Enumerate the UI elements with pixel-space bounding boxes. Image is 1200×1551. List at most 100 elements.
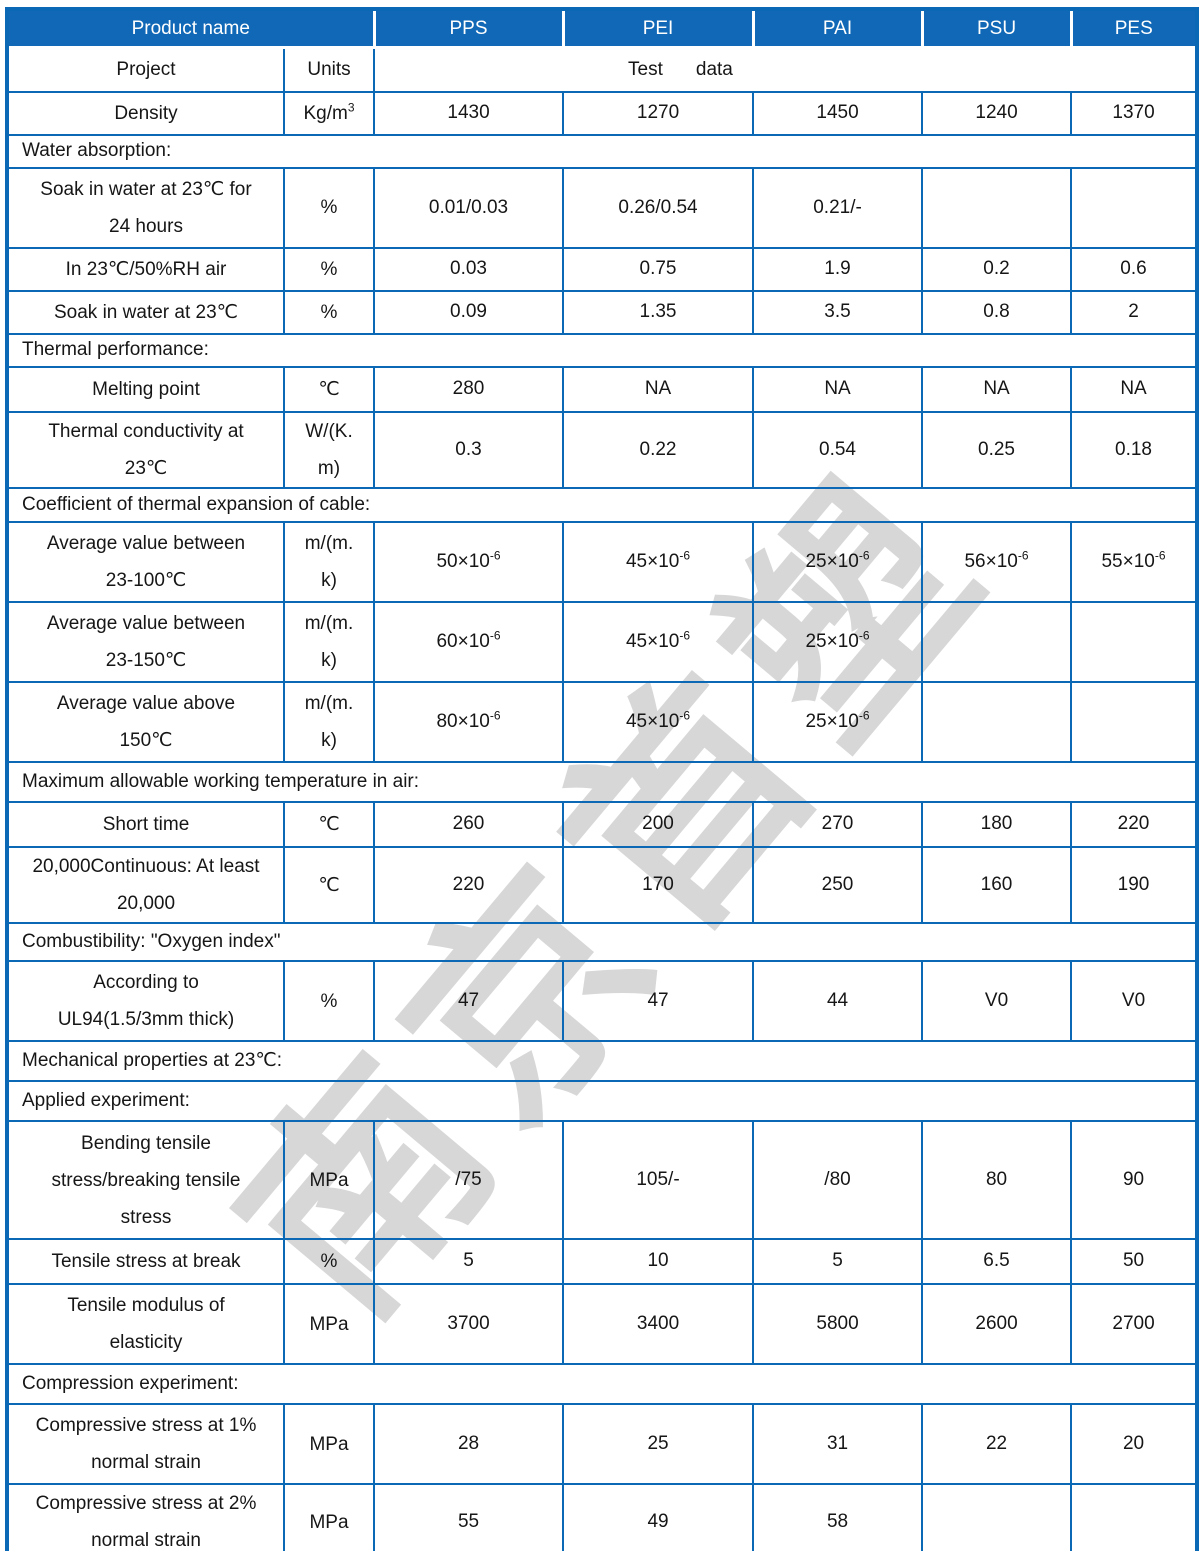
section-row: Coefficient of thermal expansion of cabl… [5, 487, 1199, 524]
value-cell: NA [752, 366, 924, 413]
value-cell: 47 [562, 960, 755, 1043]
value-cell: 45×10-6 [562, 601, 755, 684]
value-cell: 5 [752, 1238, 924, 1286]
data-row: Tensile stress at break% 5 10 5 6.5 50 [6, 1238, 1199, 1286]
section-label: Coefficient of thermal expansion of cabl… [5, 487, 1199, 524]
value-cell: 49 [562, 1483, 755, 1551]
value-cell: 270 [752, 801, 924, 849]
data-row: 20,000Continuous: At least 20,000 ℃ 220 170… [6, 846, 1199, 925]
section-row: Thermal performance: [5, 333, 1199, 368]
value-cell: 25 [562, 1403, 755, 1486]
test-data-cell: Test data [373, 46, 1199, 93]
value-cell: 25×10-6 [752, 601, 924, 684]
value-cell: 3.5 [752, 290, 924, 335]
value-cell [921, 601, 1073, 684]
section-row: Maximum allowable working temperature in… [5, 761, 1199, 804]
row-label-cell: Density [6, 91, 285, 136]
row-units-cell: m/(m. k) [282, 601, 376, 684]
data-row: According to UL94(1.5/3mm thick)% 47 47 44 V… [6, 960, 1199, 1043]
row-units-cell: MPa [282, 1403, 376, 1486]
value-cell: 50×10-6 [373, 521, 565, 604]
row-label-cell: Compressive stress at 1% normal strain [6, 1403, 285, 1486]
project-label-cell: Project [6, 46, 285, 93]
value-cell: 25×10-6 [752, 681, 924, 764]
value-cell: 90 [1070, 1120, 1199, 1241]
value-cell: 105/- [562, 1120, 755, 1241]
value-cell: 1270 [562, 91, 755, 136]
test-label: Test [628, 59, 663, 80]
data-row: Melting point ℃ 280 NA NA NA NA [6, 366, 1199, 413]
value-cell: V0 [1070, 960, 1199, 1043]
value-cell: V0 [921, 960, 1073, 1043]
row-label-cell: Average value between 23-100℃ [6, 521, 285, 604]
row-label-cell: Thermal conductivity at 23℃ [6, 410, 285, 490]
row-label-cell: Melting point [6, 366, 285, 413]
value-cell: 0.26/0.54 [562, 167, 755, 249]
row-label-cell: Soak in water at 23℃ for 24 hours [6, 167, 285, 249]
data-row: In 23℃/50%RH air% 0.03 0.75 1.9 0.2 0.6 [6, 247, 1199, 292]
data-row: Density Kg/m3 1430 1270 1450 1240 1370 [6, 91, 1199, 136]
value-cell: 58 [752, 1483, 924, 1551]
value-cell: 2600 [921, 1283, 1073, 1366]
value-cell: 2700 [1070, 1283, 1199, 1366]
section-row: Water absorption: [5, 134, 1199, 169]
value-cell: 220 [1070, 801, 1199, 849]
units-label-cell: Units [282, 46, 376, 93]
section-label: Water absorption: [5, 134, 1199, 169]
data-row: Bending tensile stress/breaking tensile … [6, 1120, 1199, 1241]
row-units-cell: MPa [282, 1120, 376, 1241]
row-units-cell: MPa [282, 1283, 376, 1366]
value-cell: 80 [921, 1120, 1073, 1241]
row-label-cell: Tensile modulus of elasticity [6, 1283, 285, 1366]
value-cell: 200 [562, 801, 755, 849]
data-row: Soak in water at 23℃ for 24 hours% 0.01/0… [6, 167, 1199, 249]
row-units-cell: % [282, 247, 376, 292]
value-cell: 20 [1070, 1403, 1199, 1486]
row-units-cell: ℃ [282, 801, 376, 849]
row-label-cell: Compressive stress at 2% normal strain [6, 1483, 285, 1551]
data-row: Soak in water at 23℃% 0.09 1.35 3.5 0.8 2 [6, 290, 1199, 335]
value-cell: 0.22 [562, 410, 755, 490]
section-label: Thermal performance: [5, 333, 1199, 368]
section-row: Applied experiment: [5, 1080, 1199, 1123]
section-label: Maximum allowable working temperature in… [5, 761, 1199, 804]
value-cell: 31 [752, 1403, 924, 1486]
row-units-cell: m/(m. k) [282, 521, 376, 604]
header-col-pei: PEI [561, 7, 755, 49]
value-cell: 0.03 [373, 247, 565, 292]
value-cell: 47 [373, 960, 565, 1043]
value-cell: 3700 [373, 1283, 565, 1366]
row-label-cell: Tensile stress at break [6, 1238, 285, 1286]
value-cell: 180 [921, 801, 1073, 849]
value-cell: 1450 [752, 91, 924, 136]
section-row: Compression experiment: [5, 1363, 1199, 1406]
value-cell [1070, 1483, 1199, 1551]
section-label: Mechanical properties at 23℃: [5, 1040, 1199, 1083]
value-cell: 0.18 [1070, 410, 1199, 490]
section-label: Combustibility: "Oxygen index" [5, 922, 1199, 963]
section-label: Applied experiment: [5, 1080, 1199, 1123]
row-units-cell: % [282, 1238, 376, 1286]
value-cell: 1.35 [562, 290, 755, 335]
value-cell [921, 1483, 1073, 1551]
value-cell: 5800 [752, 1283, 924, 1366]
data-row: Short time ℃ 260 200 270 180 220 [6, 801, 1199, 849]
value-cell: 44 [752, 960, 924, 1043]
value-cell: 250 [752, 846, 924, 925]
subheader-row: Project Units Test data [6, 46, 1199, 93]
value-cell: 0.25 [921, 410, 1073, 490]
data-row: Thermal conductivity at 23℃ W/(K. m) 0.3 0.… [6, 410, 1199, 490]
data-row: Average value between 23-150℃ m/(m. k) 60×… [6, 601, 1199, 684]
value-cell [1070, 167, 1199, 249]
header-col-psu: PSU [920, 7, 1073, 49]
value-cell: NA [562, 366, 755, 413]
value-cell: 190 [1070, 846, 1199, 925]
value-cell: 0.2 [921, 247, 1073, 292]
row-units-cell: m/(m. k) [282, 681, 376, 764]
value-cell: NA [921, 366, 1073, 413]
row-label-cell: In 23℃/50%RH air [6, 247, 285, 292]
value-cell: 280 [373, 366, 565, 413]
value-cell [921, 681, 1073, 764]
section-row: Mechanical properties at 23℃: [5, 1040, 1199, 1083]
value-cell: 160 [921, 846, 1073, 925]
